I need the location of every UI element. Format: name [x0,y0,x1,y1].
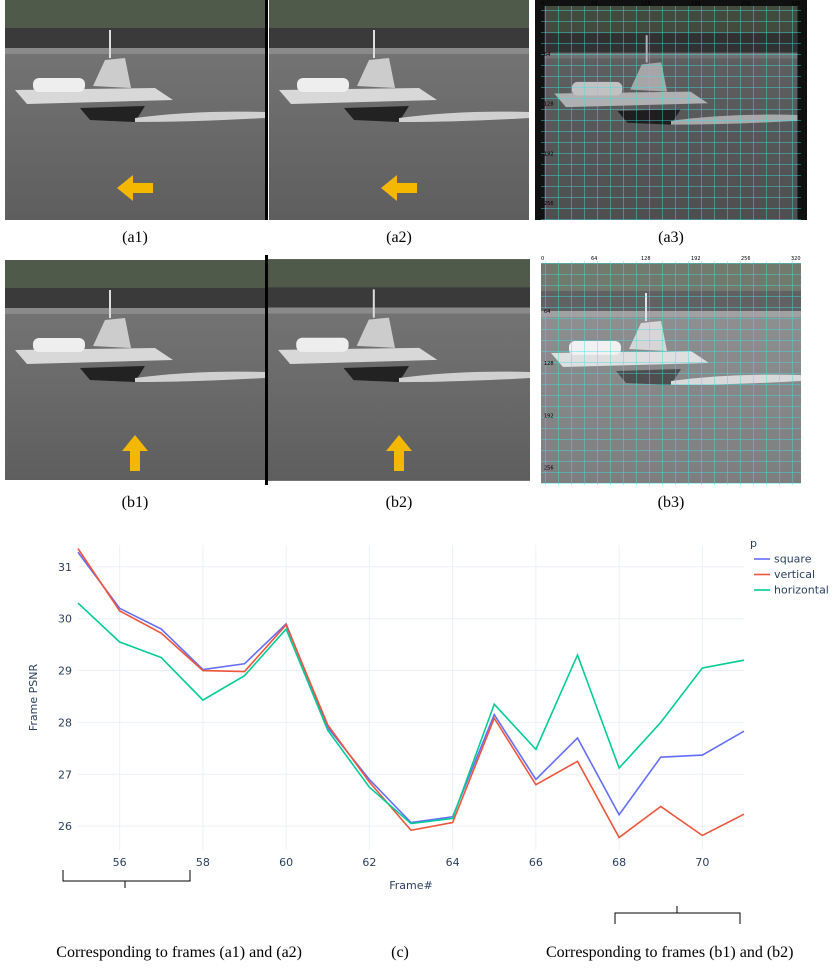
y-tick-label: 31 [58,561,72,574]
grid-tick: 128 [544,102,554,108]
x-tick-label: 64 [446,856,460,869]
series-line [78,552,744,822]
grid-tick: 0 [541,1,544,7]
grid-tick: 256 [544,465,554,471]
legend-title: p [750,537,757,550]
partition-grid [541,6,801,220]
x-tick-label: 56 [113,856,127,869]
grid-tick: 192 [544,413,554,419]
y-tick-label: 26 [58,820,72,833]
grid-tick: 320 [791,1,801,7]
figure: (a1) (a2) 0 64 64 128 128 192 192 256 256 320 (a3) (b… [0,0,834,971]
series-line [78,603,744,823]
grid-tick: 256 [741,1,751,7]
panel-label: (b3) [658,494,685,511]
grid-tick: 192 [691,256,701,262]
grid-tick: 128 [641,1,651,7]
grid-tick: 128 [641,256,651,262]
grid-tick: 192 [691,1,701,7]
x-axis-title: Frame# [389,879,433,892]
panel-label: (b2) [386,494,413,511]
bracket-note: Corresponding to frames (a1) and (a2) [56,944,302,961]
y-tick-label: 30 [58,613,72,626]
grid-tick: 192 [544,151,554,157]
panel-label: (a1) [122,229,148,246]
legend-label: vertical [774,568,815,581]
x-tick-label: 62 [362,856,376,869]
series-line [78,549,744,838]
panel-label: (a2) [386,229,412,246]
panel-label: (a3) [658,229,684,246]
x-tick-label: 68 [612,856,626,869]
grid-tick: 256 [741,256,751,262]
x-tick-label: 66 [529,856,543,869]
grid-tick: 64 [591,256,597,262]
grid-tick: 64 [544,52,550,58]
panel-divider [265,0,268,220]
grid-tick: 0 [541,256,544,262]
bracket [63,870,190,888]
grid-tick: 320 [791,256,801,262]
x-tick-label: 60 [279,856,293,869]
x-tick-label: 70 [695,856,709,869]
bracket [615,906,740,924]
panel-divider [265,255,268,485]
image-panels: (a1) (a2) 0 64 64 128 128 192 192 256 256 320 (a3) (b… [5,0,807,511]
partition-grid [541,261,801,485]
legend-label: horizontal [774,584,829,597]
grid-tick: 64 [591,1,597,7]
bracket-note: Corresponding to frames (b1) and (b2) [546,944,794,961]
legend-label: square [774,553,812,566]
y-tick-label: 29 [58,665,72,678]
panel-label: (b1) [122,494,149,511]
chart-label: (c) [391,944,409,961]
y-axis-title: Frame PSNR [27,664,40,732]
y-tick-label: 28 [58,716,72,729]
grid-tick: 256 [544,201,554,207]
grid-tick: 64 [544,309,550,315]
line-chart: 26 27 28 29 30 31 56 58 60 62 64 66 68 70 Frame# Frame … [27,537,829,892]
x-tick-label: 58 [196,856,210,869]
grid-tick: 128 [544,361,554,367]
y-tick-label: 27 [58,768,72,781]
